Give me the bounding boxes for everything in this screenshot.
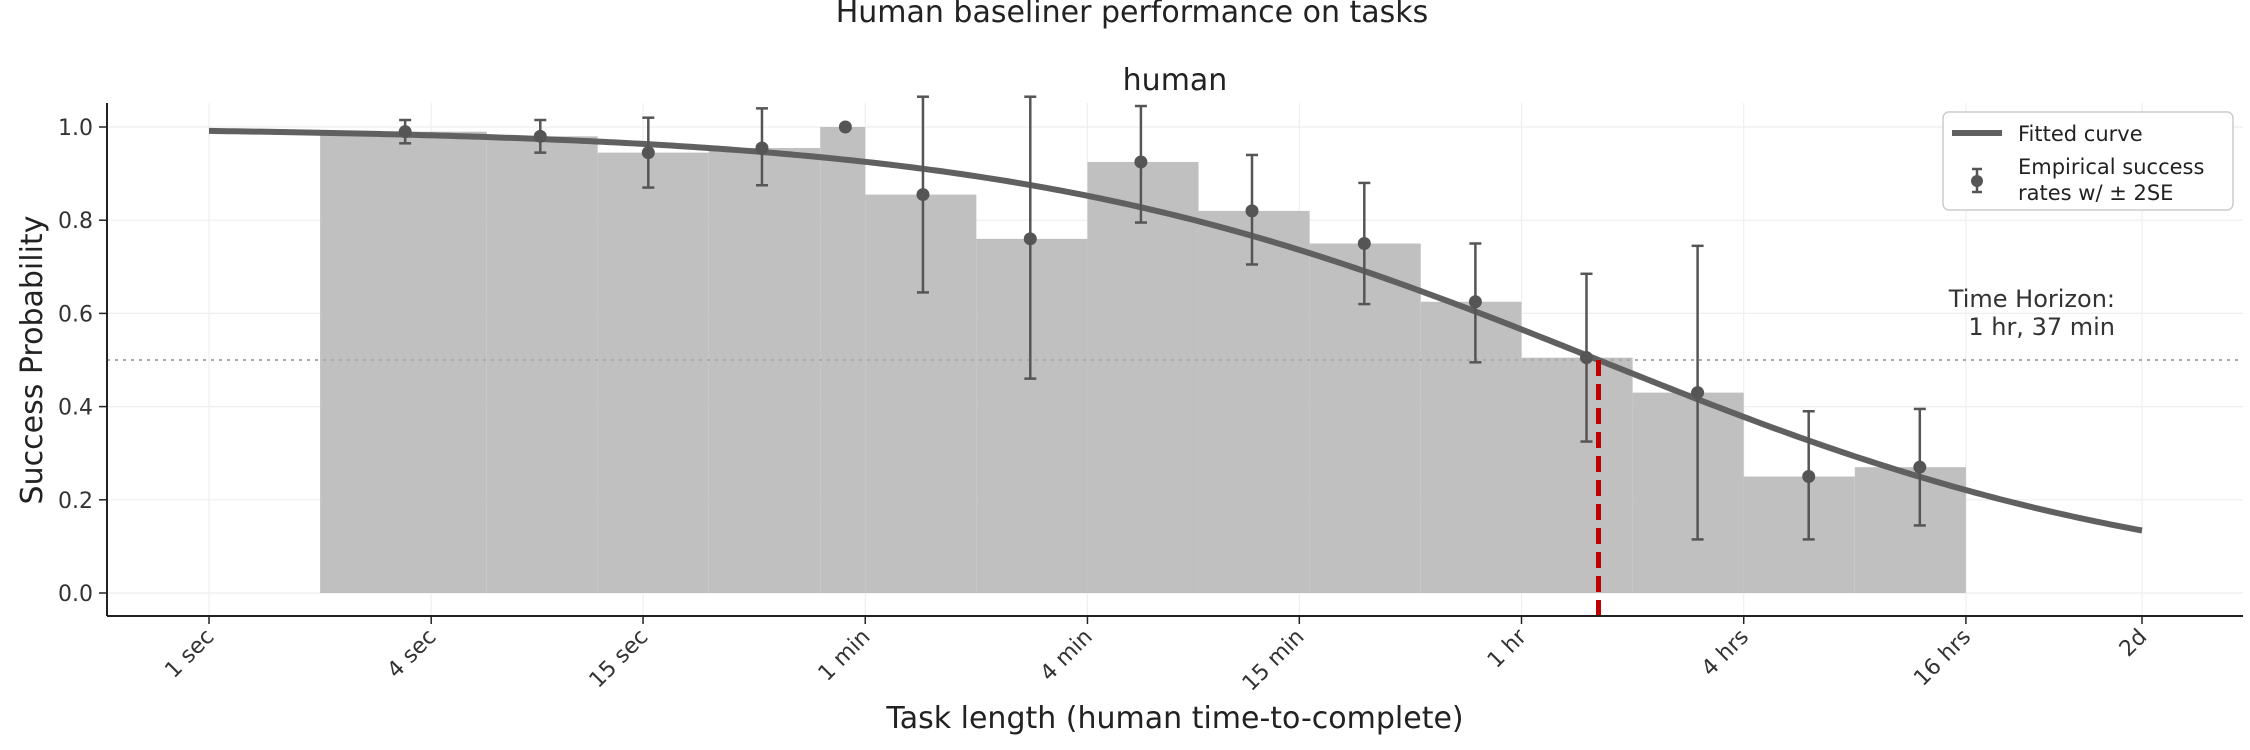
histogram-bar <box>820 127 866 593</box>
histogram-bar <box>1087 161 1199 593</box>
legend: Fitted curve Empirical success rates w/ … <box>1942 111 2234 211</box>
histogram-bar <box>976 238 1088 593</box>
axes <box>99 103 2243 624</box>
y-tick-label: 0.6 <box>58 302 93 327</box>
data-point <box>1691 386 1705 400</box>
histogram-bars <box>320 127 1966 593</box>
legend-point-swatch <box>1971 175 1983 187</box>
data-point <box>1468 295 1482 309</box>
x-tick-label: 4 hrs <box>1697 625 1754 682</box>
y-tick-label: 0.0 <box>58 582 93 607</box>
histogram-bar <box>1420 301 1522 593</box>
data-point <box>1357 237 1371 250</box>
histogram-bar <box>1198 210 1310 593</box>
y-tick-label: 0.2 <box>58 489 93 514</box>
histogram-bar <box>597 152 709 593</box>
y-axis-label: Success Probability <box>15 216 50 505</box>
y-tick-label: 1.0 <box>58 116 93 141</box>
x-tick-label: 1 min <box>814 625 876 687</box>
legend-label-empirical-2: rates w/ ± 2SE <box>2018 181 2173 205</box>
y-tick-label: 0.8 <box>58 209 93 234</box>
data-point <box>838 120 852 134</box>
data-point <box>533 129 547 143</box>
fitted-curve-line <box>208 127 2143 534</box>
histogram-bar <box>486 136 598 593</box>
histogram-bar <box>1521 357 1633 593</box>
legend-label-empirical-1: Empirical success <box>2018 155 2204 179</box>
x-tick-label: 15 min <box>1238 625 1310 697</box>
histogram-bar <box>320 131 487 593</box>
histogram-bar <box>865 194 977 593</box>
x-tick-label: 16 hrs <box>1909 625 1976 692</box>
data-point <box>916 188 930 202</box>
x-tick-label: 4 min <box>1036 625 1098 687</box>
histogram-bar <box>1632 392 1744 593</box>
data-point <box>1023 232 1037 246</box>
legend-label-fitted-curve: Fitted curve <box>2018 122 2143 146</box>
data-point <box>755 141 769 155</box>
x-axis-label: Task length (human time-to-complete) <box>885 701 1463 736</box>
data-point <box>1245 204 1259 218</box>
time-horizon-annotation: Time Horizon: 1 hr, 37 min <box>1948 285 2115 341</box>
x-tick-label: 4 sec <box>383 625 442 684</box>
chart-suptitle: Human baseliner performance on tasks <box>836 0 1429 30</box>
histogram-bar <box>1743 476 1855 593</box>
x-tick-label: 1 sec <box>160 625 219 684</box>
data-point <box>1134 155 1148 169</box>
fitted-curve <box>208 127 2143 534</box>
data-point <box>1580 351 1594 365</box>
histogram-bar <box>1854 467 1966 593</box>
time-horizon-label-line-2: 1 hr, 37 min <box>1968 313 2115 341</box>
y-tick-label: 0.4 <box>58 396 93 421</box>
x-tick-label: 15 sec <box>585 625 654 694</box>
time-horizon-label-line-1: Time Horizon: <box>1948 285 2115 313</box>
x-tick-label: 1 hr <box>1483 624 1532 673</box>
data-point <box>1802 470 1816 483</box>
data-point <box>1913 460 1927 474</box>
legend-box <box>1942 111 2234 211</box>
data-point <box>641 146 655 160</box>
histogram-bar <box>708 147 821 593</box>
empirical-points <box>398 95 1927 541</box>
data-point <box>398 125 412 139</box>
chart-title: human <box>1123 63 1228 98</box>
x-tick-label: 2d <box>2115 625 2152 662</box>
